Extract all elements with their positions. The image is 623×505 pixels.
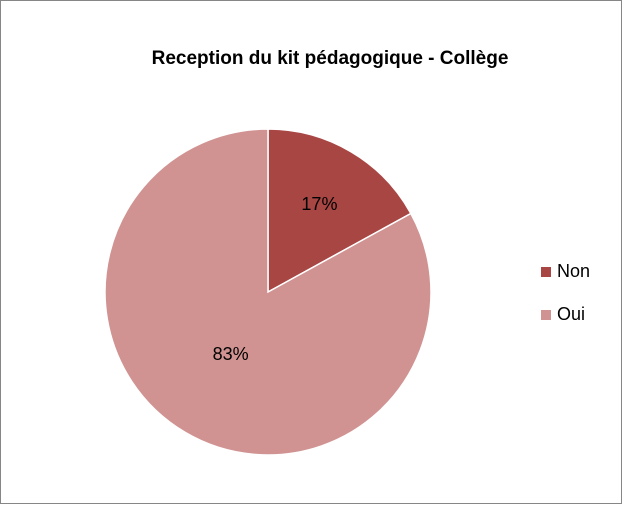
legend-label: Non [557, 261, 590, 281]
legend-label: Oui [557, 304, 585, 324]
pie-slice [267, 128, 412, 294]
data-label: 17% [301, 194, 337, 214]
legend-swatch [541, 310, 551, 320]
legend-swatch [541, 267, 551, 277]
chart-title: Reception du kit pédagogique - Collège [152, 48, 509, 69]
pie-slice [104, 128, 432, 456]
data-label: 83% [213, 344, 249, 364]
